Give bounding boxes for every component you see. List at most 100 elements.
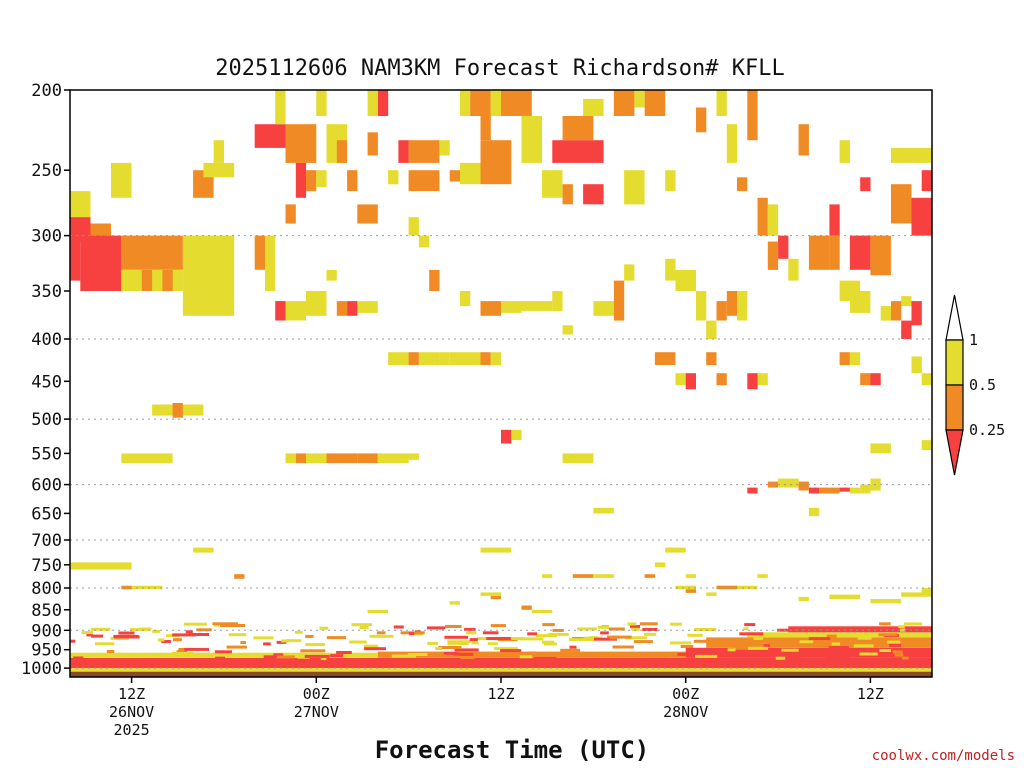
ri-streak <box>607 635 632 639</box>
ri-cell <box>685 574 696 578</box>
ri-streak <box>376 631 386 635</box>
ri-streak <box>113 634 139 638</box>
ri-streak <box>407 653 428 656</box>
ri-streak <box>781 648 799 652</box>
credit-text: coolwx.com/models <box>872 748 1015 764</box>
ri-cell <box>849 352 861 365</box>
y-tick-label: 950 <box>31 641 62 661</box>
ri-cell <box>593 301 614 316</box>
legend-swatch-yellow <box>945 339 964 386</box>
ri-cell <box>490 90 501 116</box>
ri-cell <box>572 574 594 578</box>
ri-cell <box>254 124 286 148</box>
ri-cell <box>408 453 419 460</box>
ri-streak <box>625 636 647 640</box>
ri-cell <box>131 585 163 590</box>
ri-cell <box>562 116 594 141</box>
ri-cell <box>275 90 286 125</box>
y-tick-label: 200 <box>31 81 62 101</box>
ri-cell <box>162 269 173 291</box>
ri-streak <box>739 632 764 636</box>
ri-streak <box>693 639 712 643</box>
ri-cell <box>480 90 491 141</box>
ri-streak <box>393 625 404 629</box>
ri-cell <box>808 487 820 494</box>
ri-streak <box>91 634 104 638</box>
ri-streak <box>527 651 536 655</box>
ri-cell <box>870 373 881 386</box>
ri-streak <box>135 653 143 657</box>
ri-cell <box>182 235 235 316</box>
ri-streak <box>799 640 814 644</box>
legend-label: 1 <box>969 331 978 349</box>
ri-streak <box>464 627 476 631</box>
ri-streak <box>892 650 903 654</box>
legend-swatch-orange <box>945 384 964 431</box>
ri-streak <box>808 637 831 641</box>
low-level-band <box>788 626 932 633</box>
ri-streak <box>212 622 238 626</box>
ri-streak <box>727 648 736 652</box>
ri-streak <box>178 648 185 651</box>
ri-cell <box>685 373 696 390</box>
ri-cell <box>921 440 932 451</box>
ri-cell <box>203 162 235 178</box>
y-tick-label: 250 <box>31 161 62 181</box>
ri-cell <box>449 170 460 182</box>
ri-streak <box>81 631 94 635</box>
ri-cell <box>911 301 922 326</box>
x-tick-label: 2025 <box>114 721 150 739</box>
ri-cell <box>737 177 748 192</box>
ri-streak <box>369 634 394 638</box>
ri-streak <box>466 631 477 635</box>
ri-cell <box>141 269 153 291</box>
ri-streak <box>73 656 84 660</box>
ri-cell <box>706 352 717 365</box>
ri-cell <box>757 373 768 386</box>
ri-cell <box>839 352 850 365</box>
ri-streak <box>608 627 625 631</box>
ri-streak <box>644 632 657 636</box>
ri-cell <box>285 453 296 464</box>
ri-cell <box>716 585 737 590</box>
ri-streak <box>519 637 544 641</box>
ri-streak <box>319 626 329 630</box>
ri-cell <box>696 291 707 321</box>
ri-cell <box>460 291 471 307</box>
ri-streak <box>677 652 697 656</box>
ri-cell <box>449 352 460 365</box>
ri-streak <box>600 631 609 635</box>
ri-cell <box>306 291 327 316</box>
ri-streak <box>427 641 438 645</box>
ri-cell <box>737 585 758 590</box>
ri-cell <box>696 107 707 133</box>
ri-streak <box>879 622 891 626</box>
ri-streak <box>694 628 717 631</box>
legend-top-arrow <box>945 294 964 341</box>
ri-cell <box>357 301 378 313</box>
ri-streak <box>627 622 637 626</box>
ri-cell <box>552 291 563 311</box>
ri-cell <box>911 197 932 236</box>
ri-streak <box>748 646 769 650</box>
ri-cell <box>408 352 419 365</box>
ri-cell <box>921 373 932 386</box>
ri-streak <box>609 636 617 640</box>
ri-cell <box>408 170 440 192</box>
ri-streak <box>196 628 212 632</box>
y-tick-label: 600 <box>31 476 62 496</box>
ri-streak <box>631 627 640 631</box>
ri-cell <box>562 453 594 464</box>
ri-cell <box>891 147 932 163</box>
ri-cell <box>870 599 902 604</box>
ri-cell <box>901 320 912 339</box>
ri-streak <box>215 656 225 660</box>
ri-cell <box>757 574 768 578</box>
ri-streak <box>157 638 165 642</box>
ri-cell <box>583 98 604 116</box>
ri-cell <box>213 140 224 163</box>
ri-cell <box>121 453 173 464</box>
ri-streak <box>857 636 872 640</box>
ri-streak <box>775 656 786 660</box>
low-level-band <box>685 647 932 658</box>
